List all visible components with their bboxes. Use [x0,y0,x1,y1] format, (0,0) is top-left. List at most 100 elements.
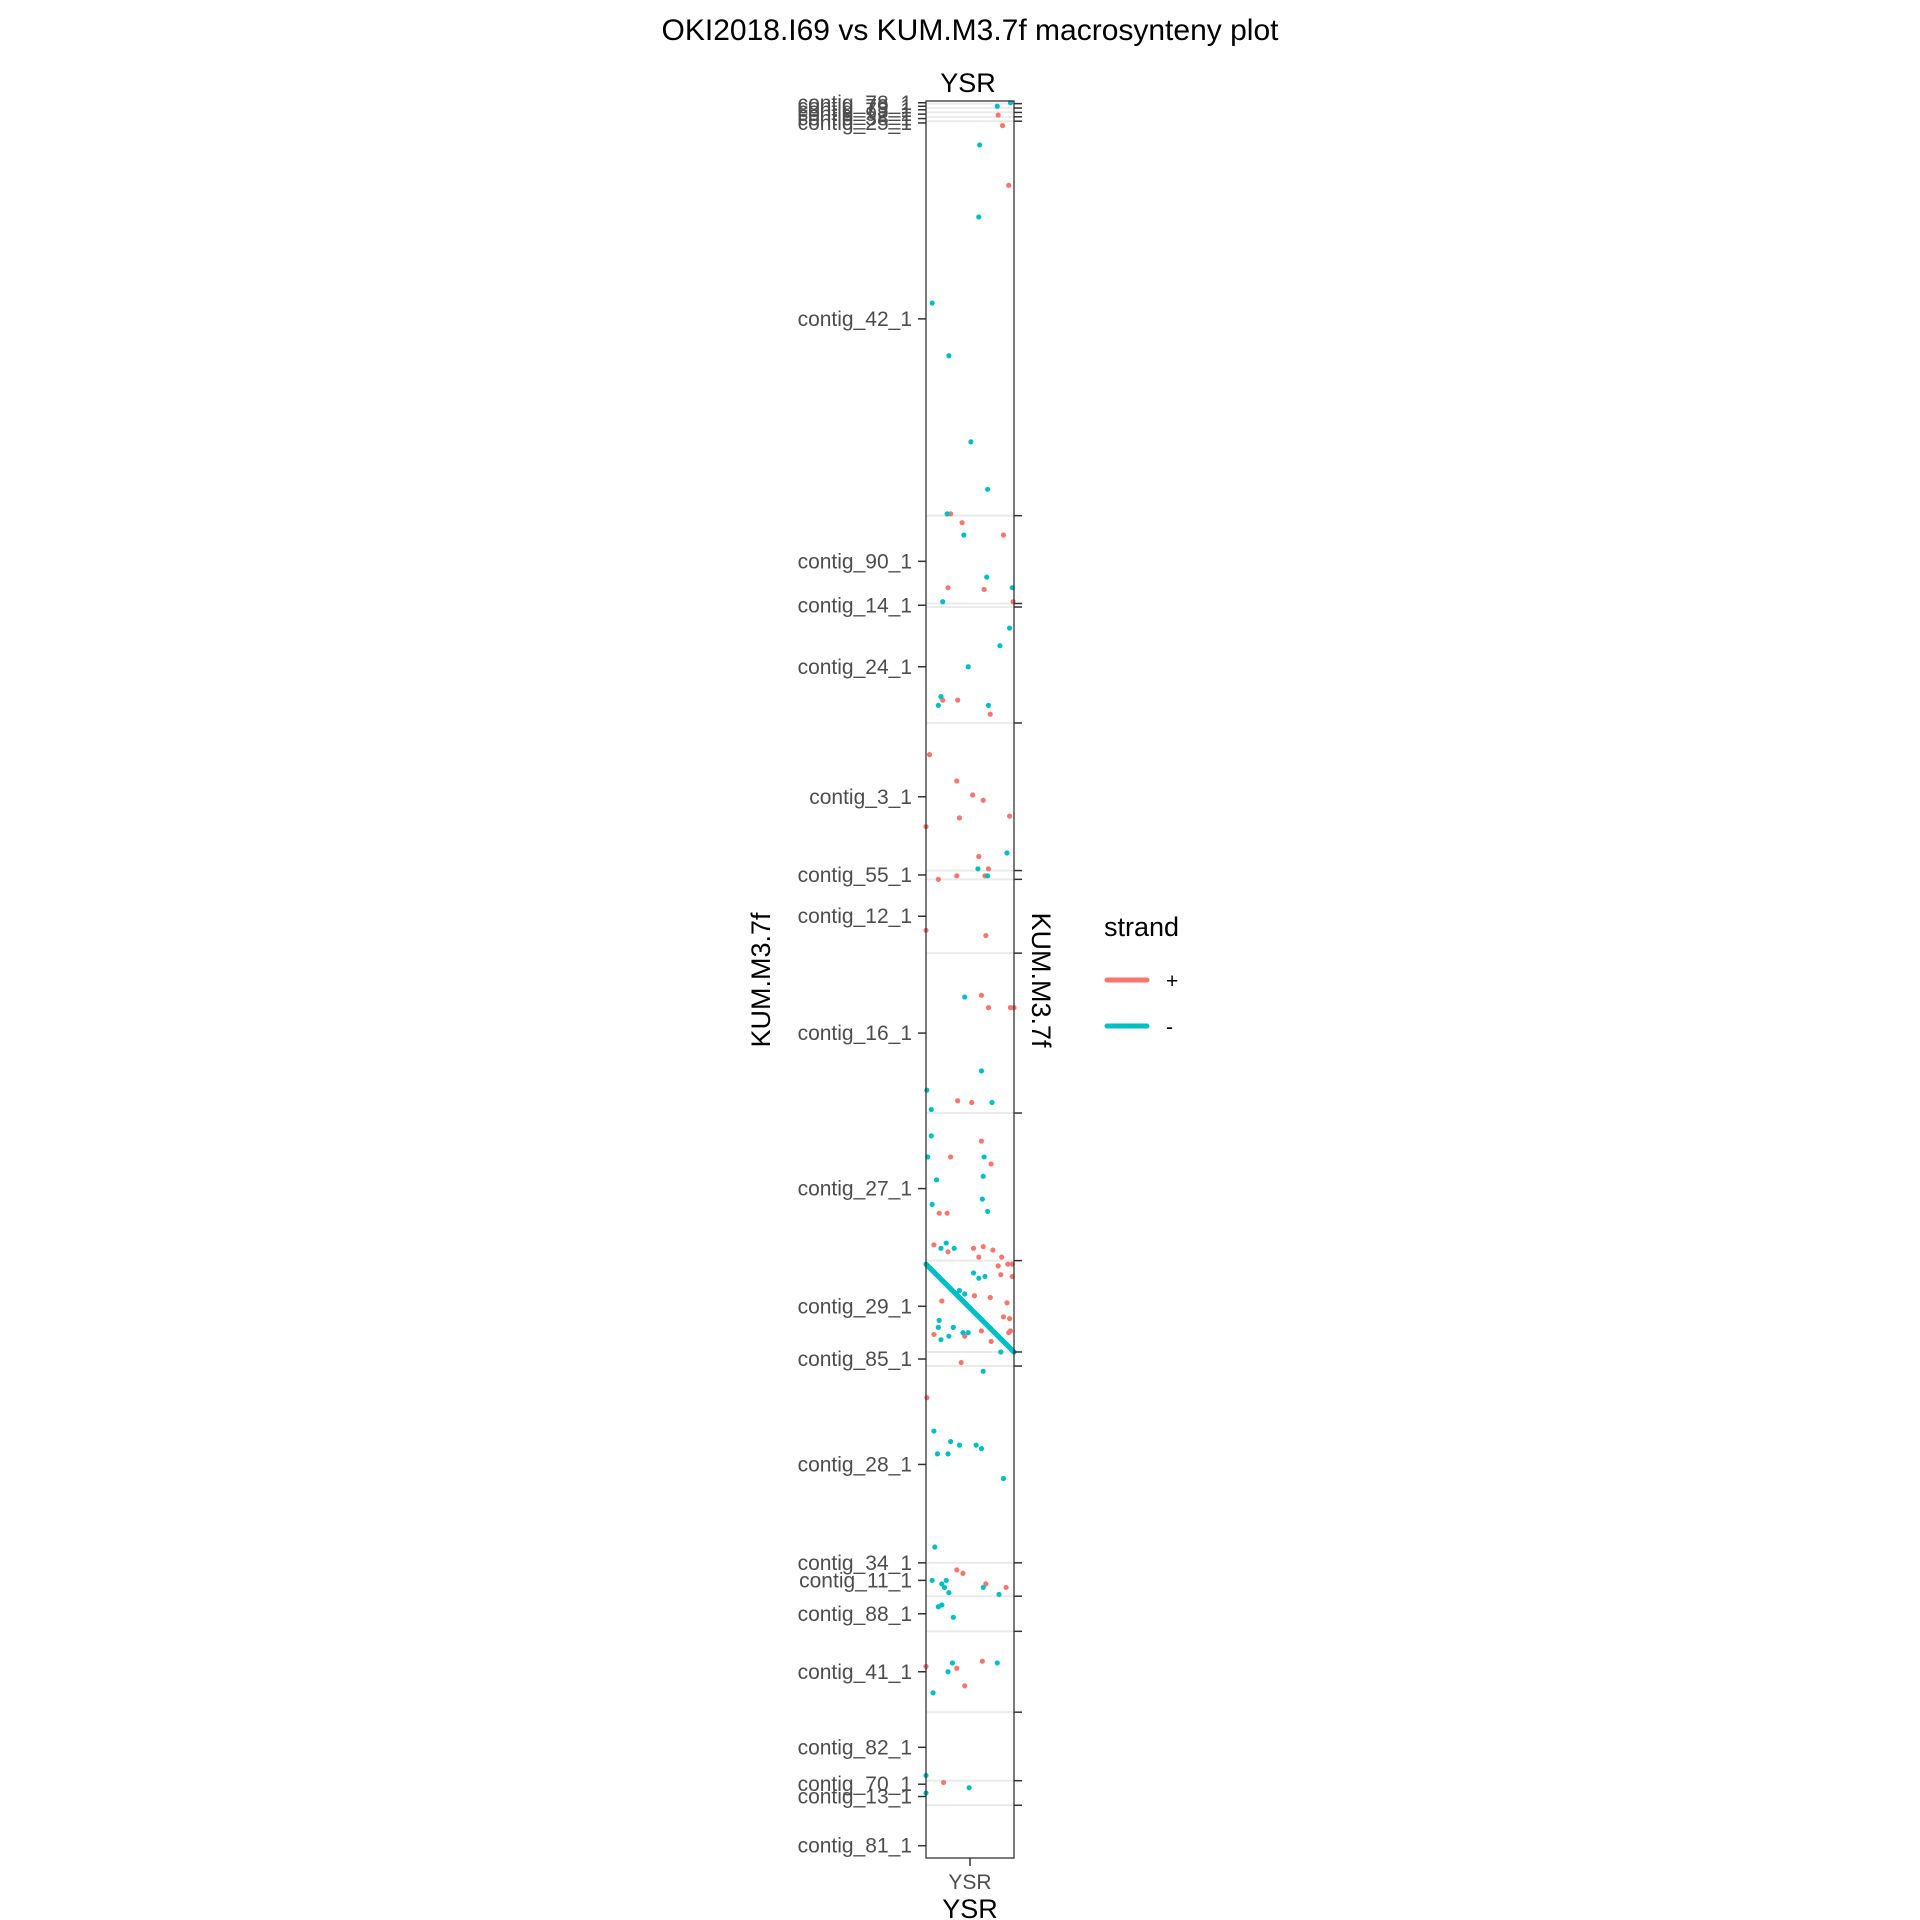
minus-strand-point [980,1173,986,1179]
contig-tick-label: contig_42_1 [798,308,912,331]
contig-tick-label: contig_29_1 [798,1295,912,1318]
plus-strand-point [978,1138,985,1144]
contig-tick-label: contig_85_1 [798,1348,912,1371]
contig-tick-label: contig_82_1 [798,1736,912,1759]
contig-tick-label: contig_90_1 [798,550,912,573]
minus-strand-point [998,1349,1004,1355]
minus-strand-point [932,1544,938,1550]
minus-strand-point [929,300,935,306]
contig-tick-label: contig_38_1 [798,108,912,131]
minus-strand-point [985,873,991,879]
contig-tick-label: contig_27_1 [798,1178,912,1201]
plus-strand-point [978,992,985,998]
minus-strand-point [936,1317,942,1323]
minus-strand-point [946,1590,952,1596]
plus-strand-point [999,122,1006,129]
plus-strand-point [959,520,965,526]
plus-strand-point [995,1263,1001,1269]
contig-tick-label: contig_11_1 [799,1569,912,1592]
minus-strand-point [931,1428,937,1434]
chart-title: OKI2018.I69 vs KUM.M3.7f macrosynteny pl… [662,14,1280,47]
minus-strand-point [944,511,950,517]
data-points [923,100,1017,1796]
boundary-grid-lines [926,102,1014,1807]
minus-strand-point [980,1368,986,1374]
plus-strand-point [987,1294,993,1301]
plus-strand-point [990,1247,996,1253]
legend-label-minus: - [1166,1016,1173,1039]
minus-strand-point [982,1273,988,1280]
minus-strand-point [928,1133,934,1139]
minus-strand-point [938,1245,944,1251]
plus-strand-point [970,792,976,798]
minus-strand-point [965,664,971,670]
minus-strand-point [935,702,941,709]
minus-strand-point [989,1099,995,1106]
plus-strand-point [954,873,960,879]
minus-strand-point [940,599,946,605]
plus-strand-point [1006,182,1012,188]
minus-strand-point [938,694,944,700]
plus-strand-point [970,1245,977,1251]
minus-strand-point [994,1660,1000,1666]
plus-strand-point [948,1154,954,1160]
minus-strand-point [1000,1475,1007,1482]
plus-strand-point [945,585,951,591]
plus-strand-point [1004,1300,1010,1306]
plus-strand-point [1007,1316,1013,1322]
plus-strand-point [987,711,993,717]
plus-strand-point [962,1683,968,1689]
minus-strand-point [978,1068,985,1074]
contig-tick-label: contig_73_1 [798,99,912,122]
minus-strand-point [1004,850,1010,856]
contig-tick-label: contig_92_1 [798,103,912,126]
minus-strand-point [965,1330,971,1336]
plus-strand-point [988,1338,994,1345]
plus-strand-point [955,1098,961,1104]
plus-strand-point [939,1298,945,1304]
plus-strand-point [956,815,963,821]
plus-strand-point [976,1254,982,1260]
plus-strand-point [945,1249,951,1255]
minus-strand-point [956,1287,963,1294]
contig-tick-label: contig_14_1 [798,594,912,617]
minus-strand-point [945,1451,951,1457]
minus-strand-point [960,1330,966,1336]
minus-strand-point [943,1240,949,1246]
legend: strand + - [1104,912,1179,1039]
plus-strand-point [926,752,933,758]
minus-strand-point [924,1087,930,1093]
plus-strand-point [955,697,961,703]
minus-strand-point [941,1584,948,1591]
minus-strand-point [934,1451,941,1457]
plus-strand-point [935,876,941,882]
minus-strand-point [951,1245,957,1251]
y-axis-title-right: KUM.M3.7f [1026,912,1056,1048]
minus-strand-point [930,1690,936,1696]
minus-strand-point [950,1324,956,1330]
minus-strand-point [976,1275,982,1281]
right-y-axis-ticks [1014,102,1022,1807]
minus-strand-point [994,103,1000,109]
contig-tick-label: contig_34_1 [798,1552,912,1575]
contig-tick-label: contig_41_1 [798,1661,912,1684]
plus-strand-point [931,1242,937,1248]
contig-tick-label: contig_24_1 [798,656,912,679]
minus-strand-point [950,1614,956,1620]
contig-tick-label: contig_16_1 [798,1022,912,1045]
minus-strand-point [938,1337,944,1343]
plus-strand-point [944,1210,950,1216]
minus-strand-point [996,1591,1002,1598]
plus-strand-point [978,1328,985,1334]
minus-strand-point [975,866,981,872]
plus-strand-point [981,586,987,593]
plus-strand-point [983,932,989,939]
contig-tick-label: contig_78_1 [798,92,912,115]
contig-tick-label: contig_88_1 [798,1603,912,1626]
plus-strand-point [976,853,982,860]
plus-strand-point [988,1161,994,1167]
minus-strand-point [929,1577,935,1583]
minus-strand-point [946,353,952,359]
plus-strand-point [979,1658,985,1664]
